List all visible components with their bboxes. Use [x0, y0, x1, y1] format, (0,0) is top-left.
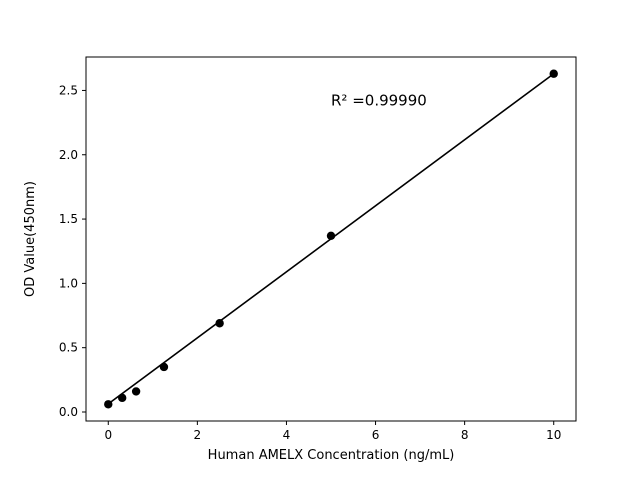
y-tick-label: 0.5	[59, 341, 78, 355]
data-point	[159, 362, 169, 372]
x-tick-label: 10	[546, 428, 561, 442]
r-squared-annotation: R² =0.99990	[331, 92, 427, 110]
x-axis-label: Human AMELX Concentration (ng/mL)	[208, 448, 455, 463]
y-tick-label: 0.0	[59, 405, 78, 419]
x-tick-label: 0	[104, 428, 112, 442]
plot-frame	[85, 56, 577, 422]
y-tick-label: 1.0	[59, 276, 78, 290]
data-point	[215, 319, 224, 328]
x-tick-label: 2	[194, 428, 202, 442]
x-tick-label: 4	[283, 428, 291, 442]
y-tick-label: 1.5	[59, 212, 78, 226]
x-tick-label: 6	[372, 428, 380, 442]
data-point	[549, 69, 558, 78]
x-tick-label: 8	[461, 428, 469, 442]
data-point	[117, 393, 127, 403]
y-axis-label: OD Value(450nm)	[23, 181, 38, 297]
data-point	[326, 231, 336, 240]
y-tick-label: 2.5	[59, 83, 78, 97]
data-point	[131, 387, 141, 396]
data-point	[104, 400, 113, 409]
y-tick-label: 2.0	[59, 148, 78, 162]
